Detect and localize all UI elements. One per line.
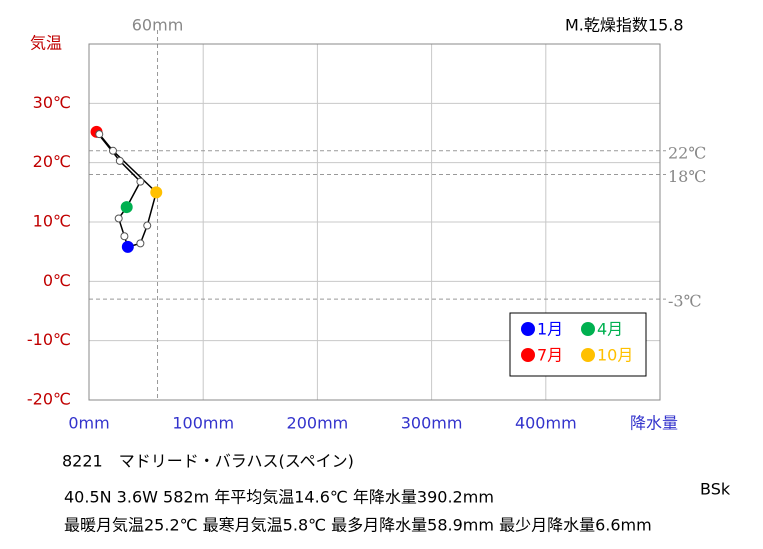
y-tick-label: 10℃ [33,212,71,231]
month-point [136,239,145,248]
legend-label: 10月 [597,346,633,365]
x-tick-label: 0mm [68,414,109,433]
x-tick-label: 100mm [172,414,234,433]
month-point [121,240,134,253]
y-axis-label: 気温 [30,34,62,53]
info-line: 40.5N 3.6W 582m 年平均気温14.6℃ 年降水量390.2mm [64,488,494,507]
legend-swatch [581,348,595,362]
month-point [136,177,145,186]
month-point [108,146,117,155]
legend-swatch [581,322,595,336]
climate-code: BSk [700,480,731,499]
x-tick-label: 200mm [287,414,349,433]
month-point [95,130,104,139]
month-point [115,156,124,165]
x-tick-label: 400mm [515,414,577,433]
legend-box [509,312,647,377]
x-axis-label: 降水量 [630,414,678,433]
month-point [114,214,123,223]
legend-label: 7月 [537,346,563,365]
y-tick-label: 20℃ [33,152,71,171]
info-line: 最暖月気温25.2℃ 最寒月気温5.8℃ 最多月降水量58.9mm 最少月降水量… [64,516,652,535]
legend-label: 4月 [597,320,623,339]
reference-label: 60mm [132,16,184,35]
reference-label: 18℃ [668,167,706,186]
y-tick-label: -10℃ [27,330,71,349]
station-title: 8221 マドリード・バラハス(スペイン) [62,452,354,471]
reference-label: -3℃ [668,292,701,311]
y-tick-label: 30℃ [33,93,71,112]
legend-label: 1月 [537,320,563,339]
month-point [120,201,133,214]
legend-swatch [521,348,535,362]
month-point [143,221,152,230]
month-point [120,232,129,241]
aridity-index: M.乾燥指数15.8 [565,16,684,35]
month-point [150,186,163,199]
reference-label: 22℃ [668,143,706,162]
y-tick-label: 0℃ [43,271,71,290]
plot-border [88,43,661,401]
y-tick-label: -20℃ [27,390,71,409]
x-tick-label: 300mm [401,414,463,433]
legend-swatch [521,322,535,336]
